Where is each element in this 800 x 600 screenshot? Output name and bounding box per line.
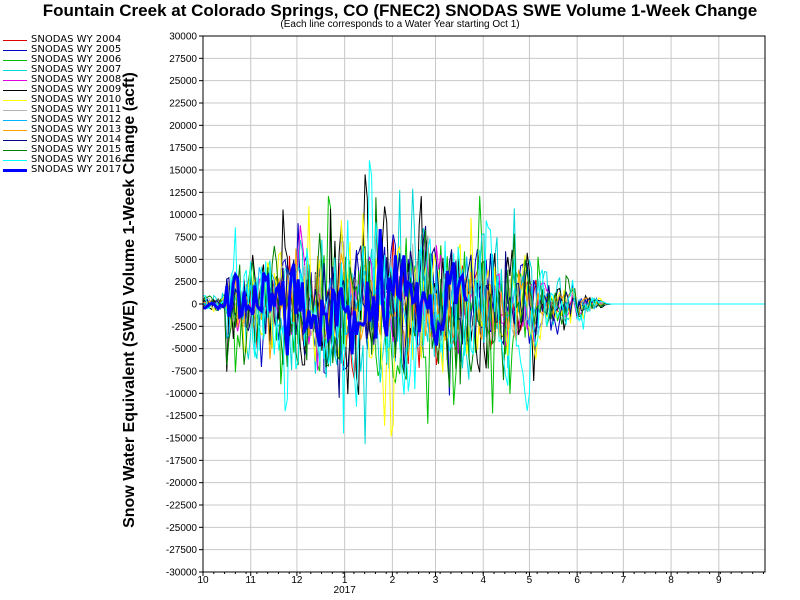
- y-tick-label: -5000: [171, 344, 197, 355]
- legend-swatch: [3, 129, 27, 131]
- y-tick-label: 27500: [169, 54, 197, 65]
- y-tick-label: -10000: [166, 389, 198, 400]
- legend-item: SNODAS WY 2011: [3, 105, 143, 115]
- legend-item: SNODAS WY 2008: [3, 75, 143, 85]
- x-tick-label: 8: [668, 575, 674, 586]
- legend-item: SNODAS WY 2015: [3, 145, 143, 155]
- legend-swatch: [3, 39, 27, 41]
- x-tick-label: 9: [716, 575, 722, 586]
- legend-label: SNODAS WY 2005: [31, 44, 122, 55]
- legend-swatch: [3, 168, 27, 172]
- legend-item: SNODAS WY 2013: [3, 125, 143, 135]
- legend-label: SNODAS WY 2010: [31, 94, 122, 105]
- legend-label: SNODAS WY 2011: [31, 104, 122, 115]
- legend-label: SNODAS WY 2009: [31, 84, 122, 95]
- legend-item: SNODAS WY 2006: [3, 55, 143, 65]
- legend-swatch: [3, 149, 27, 151]
- y-tick-label: 25000: [169, 76, 197, 87]
- legend-swatch: [3, 119, 27, 121]
- y-tick-label: -27500: [166, 545, 198, 556]
- legend-swatch: [3, 89, 27, 91]
- y-tick-label: 15000: [169, 166, 197, 177]
- legend-swatch: [3, 79, 27, 81]
- legend-swatch: [3, 99, 27, 101]
- y-tick-label: 0: [191, 300, 197, 311]
- axis-ticks: 3000027500250002250020000175001500012500…: [166, 32, 764, 596]
- x-tick-label: 6: [574, 575, 580, 586]
- x-tick-label: 5: [527, 575, 533, 586]
- x-tick-label: 3: [433, 575, 439, 586]
- x-tick-label: 4: [480, 575, 486, 586]
- y-tick-label: 17500: [169, 143, 197, 154]
- chart-title: Fountain Creek at Colorado Springs, CO (…: [42, 1, 758, 20]
- legend-item: SNODAS WY 2017: [3, 165, 143, 175]
- legend-label: SNODAS WY 2014: [31, 134, 122, 145]
- legend-swatch: [3, 109, 27, 111]
- y-tick-label: -7500: [171, 367, 197, 378]
- legend-item: SNODAS WY 2007: [3, 65, 143, 75]
- legend-label: SNODAS WY 2012: [31, 114, 122, 125]
- y-tick-label: 12500: [169, 188, 197, 199]
- series-line-snodas-wy-2016: [202, 160, 765, 434]
- x-tick-label: 7: [621, 575, 627, 586]
- series-lines: [202, 160, 765, 445]
- y-tick-label: 22500: [169, 99, 197, 110]
- legend-label: SNODAS WY 2006: [31, 54, 122, 65]
- legend-swatch: [3, 69, 27, 71]
- legend-item: SNODAS WY 2009: [3, 85, 143, 95]
- y-tick-label: -30000: [166, 568, 198, 579]
- legend-label: SNODAS WY 2008: [31, 74, 122, 85]
- x-tick-label: 1: [342, 575, 348, 586]
- x-tick-label: 10: [197, 575, 209, 586]
- y-tick-label: -25000: [166, 523, 198, 534]
- y-tick-label: 2500: [175, 277, 198, 288]
- legend-swatch: [3, 159, 27, 161]
- legend-item: SNODAS WY 2016: [3, 155, 143, 165]
- y-tick-label: 20000: [169, 121, 197, 132]
- legend-item: SNODAS WY 2010: [3, 95, 143, 105]
- y-tick-label: -17500: [166, 456, 198, 467]
- legend-swatch: [3, 59, 27, 61]
- legend-item: SNODAS WY 2014: [3, 135, 143, 145]
- x-year-label: 2017: [334, 585, 357, 596]
- y-tick-label: -2500: [171, 322, 197, 333]
- y-tick-label: -22500: [166, 501, 198, 512]
- legend-swatch: [3, 49, 27, 51]
- legend-swatch: [3, 139, 27, 141]
- legend-label: SNODAS WY 2004: [31, 34, 122, 45]
- series-line-snodas-wy-2017: [202, 229, 469, 356]
- x-tick-label: 2: [390, 575, 396, 586]
- chart-subtitle: (Each line corresponds to a Water Year s…: [280, 19, 520, 30]
- legend-label: SNODAS WY 2013: [31, 124, 122, 135]
- legend-item: SNODAS WY 2012: [3, 115, 143, 125]
- y-tick-label: 10000: [169, 210, 197, 221]
- legend-label: SNODAS WY 2007: [31, 64, 122, 75]
- y-tick-label: -15000: [166, 434, 198, 445]
- legend-label: SNODAS WY 2015: [31, 144, 122, 155]
- y-tick-label: 30000: [169, 32, 197, 43]
- legend-label: SNODAS WY 2016: [31, 154, 122, 165]
- y-tick-label: 5000: [175, 255, 198, 266]
- y-tick-label: 7500: [175, 233, 198, 244]
- y-tick-label: -12500: [166, 411, 198, 422]
- legend-label: SNODAS WY 2017: [31, 164, 122, 175]
- x-tick-label: 11: [246, 575, 257, 586]
- legend-item: SNODAS WY 2004: [3, 35, 143, 45]
- legend-item: SNODAS WY 2005: [3, 45, 143, 55]
- x-tick-label: 12: [291, 575, 303, 586]
- legend: SNODAS WY 2004 SNODAS WY 2005 SNODAS WY 20…: [3, 35, 143, 175]
- y-tick-label: -20000: [166, 478, 198, 489]
